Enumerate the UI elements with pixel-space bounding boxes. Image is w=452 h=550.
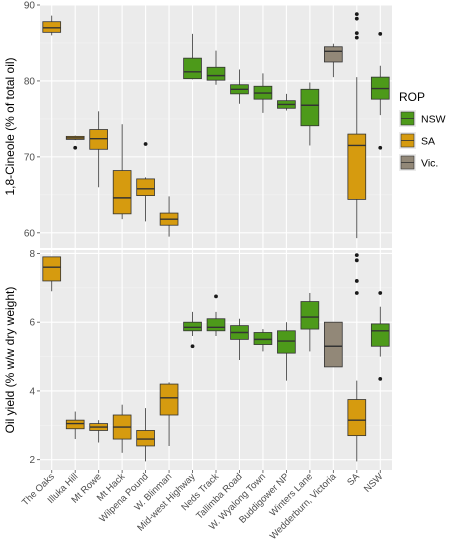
box-buddigower-np — [277, 322, 296, 381]
box-wilpena-pound — [136, 408, 155, 462]
box-body — [206, 318, 226, 332]
box-mt-rowe — [89, 420, 108, 443]
box-mt-hack — [112, 124, 132, 220]
outlier-point — [354, 16, 359, 21]
box-w-blinman — [159, 196, 179, 237]
box-mid-west-highway — [183, 33, 202, 80]
y-tick-label: 90 — [24, 1, 36, 12]
outlier-point — [354, 12, 359, 17]
box-tallimba-road — [230, 318, 249, 360]
box-body — [89, 129, 108, 150]
y-tick-label: 6 — [29, 318, 35, 329]
box-body — [65, 419, 85, 430]
box-mt-rowe — [89, 111, 108, 188]
x-tick-label: SA — [345, 471, 362, 488]
outlier-point — [143, 142, 148, 146]
box-body — [112, 170, 132, 215]
box-body — [136, 178, 155, 197]
y-tick-label: 80 — [24, 76, 36, 87]
box-body — [324, 46, 343, 63]
box-body — [183, 321, 202, 332]
legend-label-nsw: NSW — [421, 114, 446, 126]
outlier-point — [354, 253, 359, 258]
y-tick-label: 4 — [29, 386, 35, 397]
y-tick-label: 70 — [24, 152, 36, 163]
box-body — [370, 323, 390, 347]
outlier-point — [378, 145, 383, 150]
y-axis-label: Oil yield (% w/w dry weight) — [3, 287, 17, 434]
box-the-oaks — [42, 15, 62, 36]
box-illuka-hill — [65, 135, 85, 150]
outlier-point — [354, 291, 359, 295]
box-body — [277, 330, 296, 354]
outlier-point — [214, 294, 218, 299]
y-tick-label: 60 — [24, 228, 36, 239]
legend-label-sa: SA — [421, 136, 435, 148]
box-body — [42, 256, 62, 282]
y-axis-label: 1,8-Cineole (% of total oil) — [3, 57, 17, 195]
box-sa — [347, 12, 367, 239]
legend: ROP NSW SA Vic. — [399, 90, 446, 171]
y-tick-label: 8 — [29, 249, 35, 260]
box-illuka-hill — [65, 411, 85, 440]
outlier-point — [354, 31, 359, 35]
box-the-oaks — [42, 256, 62, 292]
legend-label-vic: Vic. — [421, 158, 438, 170]
panel-cineole: 60 70 80 90 1,8-Cineole (% of total oil) — [3, 1, 392, 248]
box-body — [300, 301, 320, 330]
outlier-point — [378, 291, 383, 295]
box-body — [183, 57, 202, 80]
box-tallimba-road — [230, 69, 249, 104]
y-tick-label: 2 — [29, 455, 35, 466]
outlier-point — [378, 377, 383, 381]
box-sa — [347, 253, 367, 462]
box-mt-hack — [112, 404, 132, 453]
box-wedderburn-victoria — [324, 43, 343, 78]
box-w-wyalong-town — [253, 329, 273, 352]
x-tick-label: NSW — [362, 471, 385, 494]
box-neds-track — [206, 294, 226, 336]
box-winters-lane — [300, 82, 320, 146]
box-body — [347, 133, 367, 200]
box-body — [159, 383, 179, 416]
box-body — [253, 332, 273, 345]
box-body — [206, 66, 226, 81]
box-body — [300, 88, 320, 127]
box-body — [42, 21, 62, 33]
outlier-point — [190, 344, 195, 349]
box-w-wyalong-town — [253, 73, 273, 113]
outlier-point — [354, 279, 359, 283]
outlier-point — [378, 31, 383, 36]
box-nsw — [370, 31, 390, 150]
box-mid-west-highway — [183, 311, 202, 349]
outlier-point — [354, 35, 359, 40]
box-w-blinman — [159, 382, 179, 446]
box-winters-lane — [300, 292, 320, 352]
panel-oil-yield: 2 4 6 8 Oil yield (% w/w dry weight) — [3, 249, 392, 470]
box-body — [324, 321, 343, 368]
box-body — [347, 399, 367, 437]
outlier-point — [354, 258, 359, 263]
box-wedderburn-victoria — [324, 321, 343, 368]
outlier-point — [73, 145, 78, 150]
box-buddigower-np — [277, 93, 296, 111]
box-neds-track — [206, 50, 226, 85]
box-body — [136, 430, 155, 447]
box-wilpena-pound — [136, 142, 155, 222]
box-nsw — [370, 291, 390, 381]
legend-title: ROP — [399, 90, 425, 104]
